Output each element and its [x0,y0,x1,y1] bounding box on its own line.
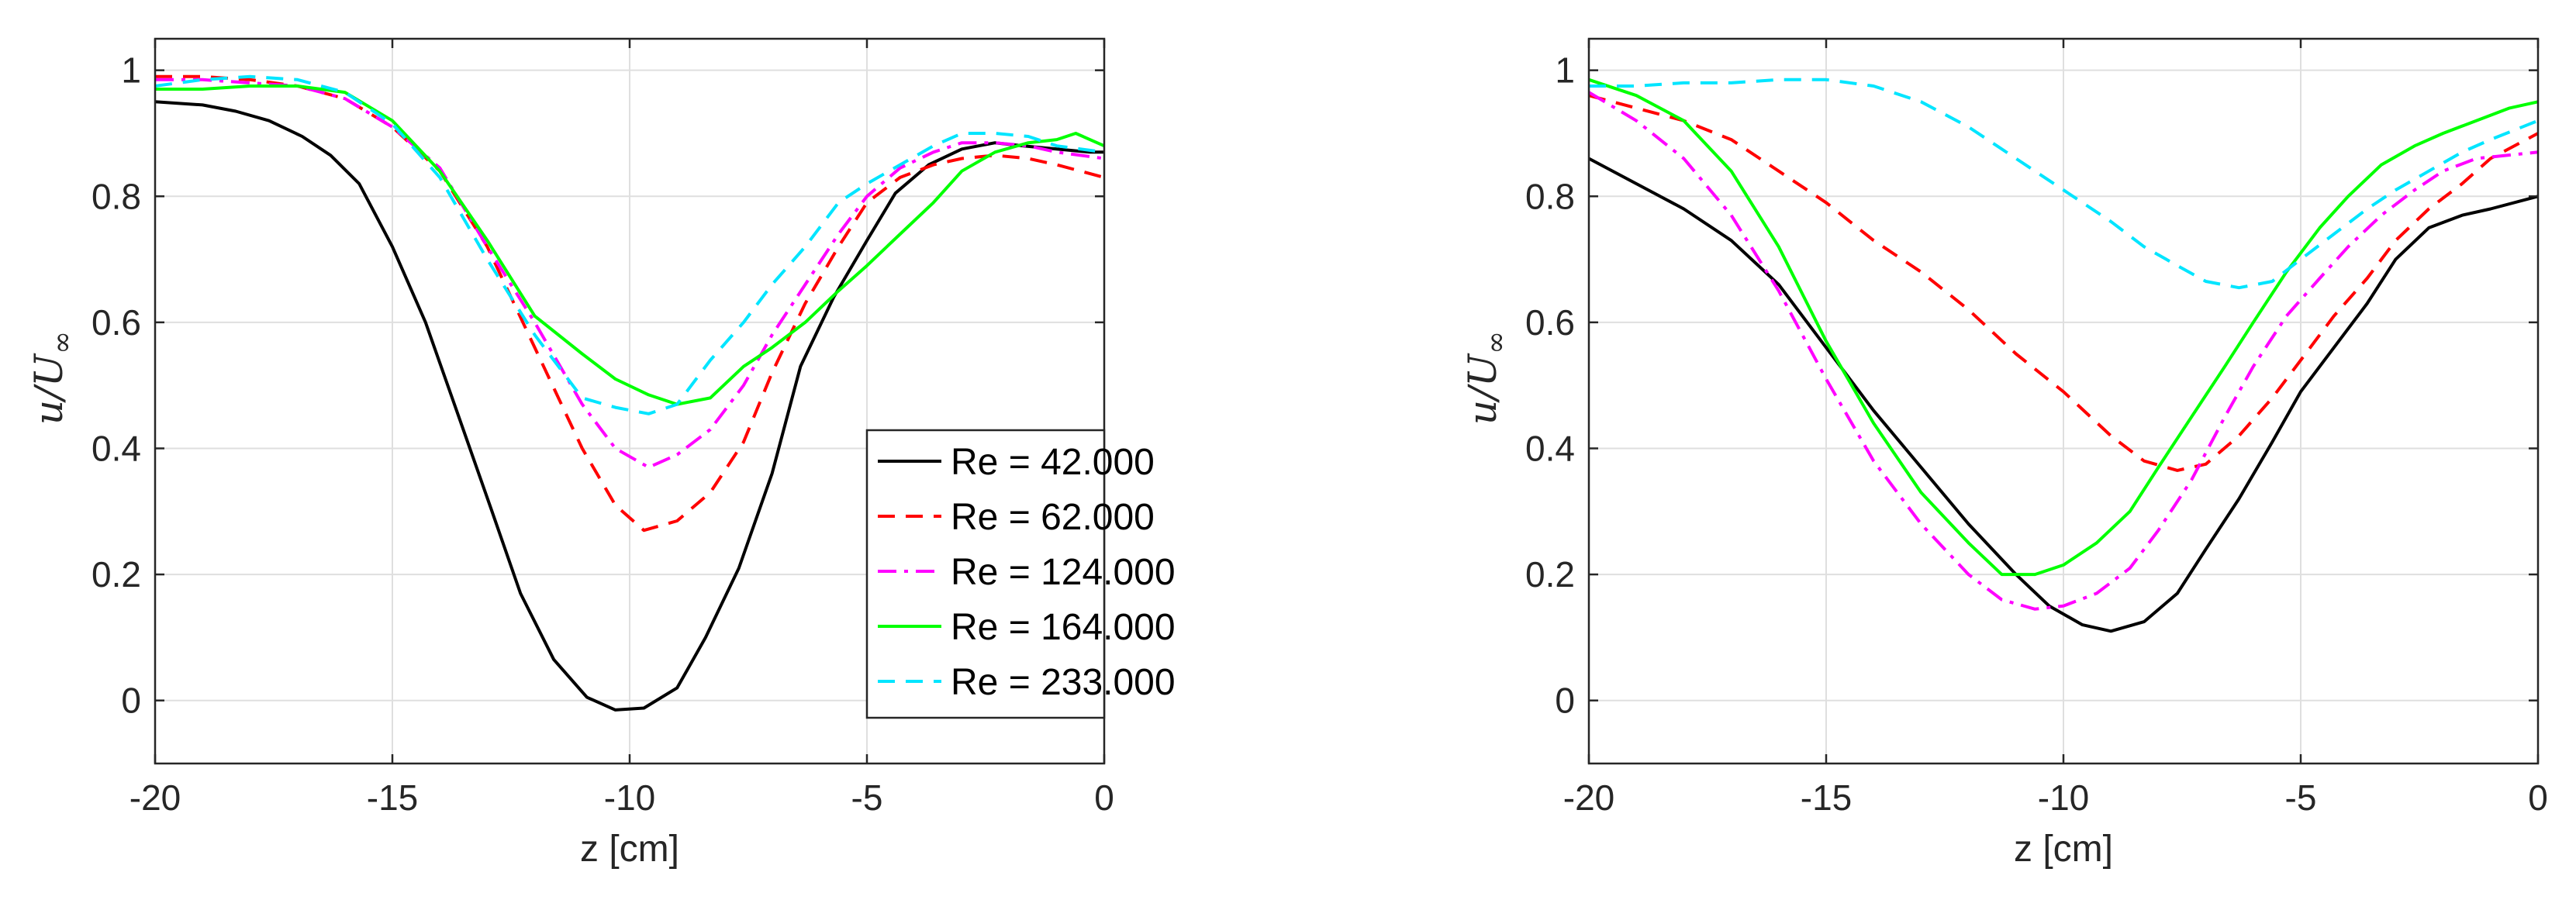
x-tick-label: -20 [129,777,181,818]
y-tick-label: 0.6 [92,302,141,343]
y-tick-label: 0.4 [92,428,141,468]
y-axis-label: u/U∞ [26,331,78,425]
y-tick-label: 0 [121,681,141,721]
y-axis-label-subscript: ∞ [1480,331,1512,354]
y-tick-label: 0.8 [1525,176,1575,216]
x-tick-label: -5 [2285,777,2317,818]
legend: Re = 42.000 Re = 62.000 Re = 124.000 Re = 1… [865,429,1176,719]
x-axis-label: z [cm] [580,829,679,870]
y-tick-label: 0.2 [1525,554,1575,595]
y-axis-label-main: u/U [26,353,71,425]
y-tick-label: 1 [1555,50,1575,91]
x-tick-label: -15 [367,777,418,818]
right-plot: -20 -15 -10 -5 0 0 0.2 0.4 0.6 0.8 1 z [cm] u/U∞ [1460,37,2548,870]
left-plot: -20 -15 -10 -5 0 0 0.2 0.4 0.6 0.8 1 z [cm] u/U∞ Re =… [26,37,1176,870]
x-tick-label: 0 [2528,777,2548,818]
y-tick-label: 0.2 [92,554,141,595]
y-tick-label: 0.8 [92,176,141,216]
legend-label-1: Re = 42.000 [951,442,1155,483]
series-line-4 [1588,78,2539,577]
y-axis-label: u/U∞ [1460,331,1512,425]
x-tick-label: -10 [2038,777,2089,818]
y-axis-label-main: u/U [1460,353,1505,425]
x-tick-label: -10 [604,777,655,818]
series-line-1 [154,100,1104,712]
y-tick-label: 0.4 [1525,428,1575,468]
y-tick-label: 1 [121,50,141,91]
series-line-5 [1589,78,2539,290]
y-tick-label: 0.6 [1525,302,1575,343]
legend-label-2: Re = 62.000 [951,497,1155,538]
legend-label-5: Re = 233.000 [951,662,1176,703]
y-tick-label: 0 [1555,681,1575,721]
x-tick-label: -5 [851,777,883,818]
series-line-1 [1588,157,2539,633]
series-line-2 [1588,94,2539,472]
series-line-3 [1587,91,2539,611]
legend-label-4: Re = 164.000 [951,607,1176,648]
series-line-5 [154,74,1105,415]
x-tick-label: -15 [1801,777,1852,818]
x-axis-label: z [cm] [2014,829,2113,870]
x-tick-label: 0 [1094,777,1114,818]
y-axis-label-subscript: ∞ [47,331,78,354]
x-tick-label: -20 [1563,777,1614,818]
legend-box [865,429,1106,719]
legend-label-3: Re = 124.000 [951,552,1176,593]
series-line-3 [155,78,1105,469]
